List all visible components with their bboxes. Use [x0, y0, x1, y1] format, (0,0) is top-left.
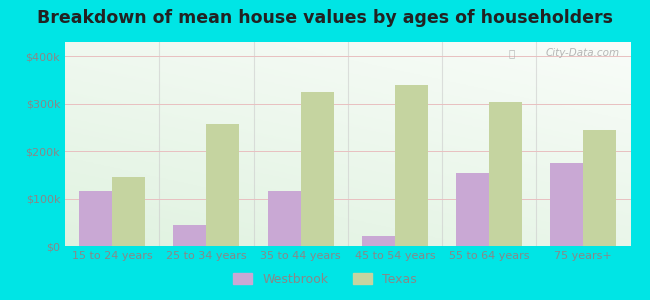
Bar: [551, 163, 584, 246]
Text: ⓘ: ⓘ: [508, 48, 515, 58]
Bar: [362, 236, 395, 246]
Bar: [79, 191, 112, 246]
Bar: [174, 225, 207, 246]
Bar: [300, 92, 333, 246]
Legend: Westbrook, Texas: Westbrook, Texas: [228, 268, 422, 291]
Bar: [456, 173, 489, 246]
Text: Breakdown of mean house values by ages of householders: Breakdown of mean house values by ages o…: [37, 9, 613, 27]
Bar: [489, 102, 522, 246]
Bar: [112, 177, 145, 246]
Bar: [584, 130, 616, 246]
Text: City-Data.com: City-Data.com: [545, 48, 619, 58]
Bar: [207, 124, 239, 246]
Bar: [268, 191, 300, 246]
Bar: [395, 85, 428, 246]
